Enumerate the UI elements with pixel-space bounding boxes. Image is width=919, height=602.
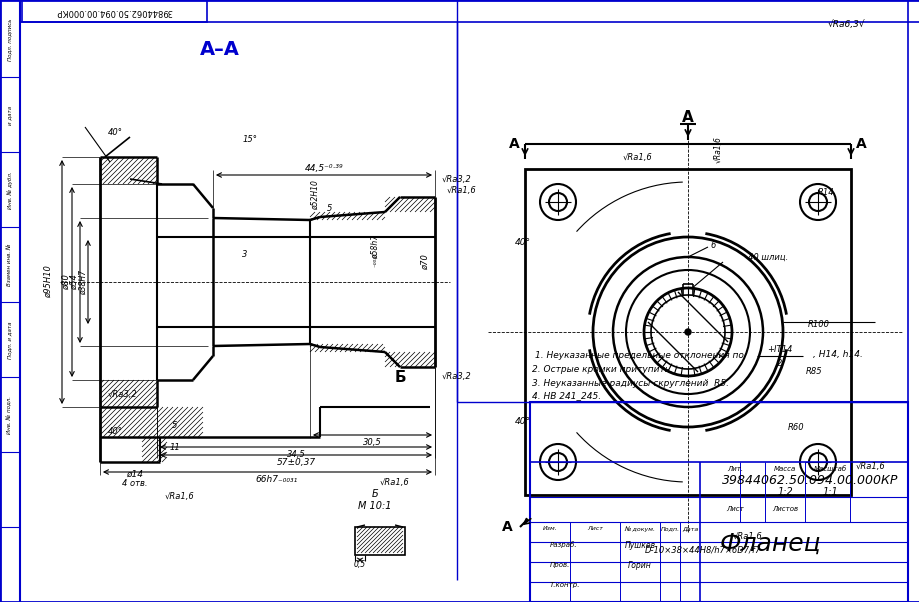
Text: √Ra1,6: √Ra1,6 (622, 152, 652, 161)
Circle shape (685, 329, 690, 335)
Text: √Ra1,6: √Ra1,6 (165, 492, 195, 501)
Text: +IT14: +IT14 (766, 346, 792, 355)
Text: Пров.: Пров. (550, 562, 570, 568)
Text: 40 шлиц.: 40 шлиц. (747, 252, 788, 261)
Text: 15°: 15° (243, 134, 257, 143)
Text: 6: 6 (709, 241, 715, 249)
Text: 57±0,37: 57±0,37 (276, 459, 315, 468)
Text: 1:2: 1:2 (777, 487, 792, 497)
Text: √Ra6,3√: √Ra6,3√ (826, 19, 864, 28)
Text: √Ra1,6: √Ra1,6 (855, 462, 885, 471)
Text: 11: 11 (169, 442, 180, 452)
Bar (22, 0, 207, 22)
Text: 40°: 40° (515, 238, 530, 246)
Text: 40°: 40° (108, 427, 122, 436)
Text: А: А (681, 110, 693, 125)
Bar (529, 402, 907, 602)
Text: √Ra3,2: √Ra3,2 (108, 391, 138, 400)
Text: М 10:1: М 10:1 (357, 501, 391, 511)
Text: Изм.: Изм. (542, 527, 557, 532)
Text: ø38H7: ø38H7 (78, 270, 87, 294)
Text: Дата: Дата (681, 527, 698, 532)
Text: ø95H10: ø95H10 (43, 265, 52, 299)
Text: D-10×38×44H8/h7×6D7/f7: D-10×38×44H8/h7×6D7/f7 (644, 545, 760, 554)
Text: Разраб.: Разраб. (550, 542, 577, 548)
Text: ₋₀₀₃₁: ₋₀₀₃₁ (371, 253, 378, 267)
Text: Инв. № дубл.: Инв. № дубл. (7, 171, 13, 209)
Text: 3. Неуказанные радиусы скруглений  R5.: 3. Неуказанные радиусы скруглений R5. (531, 379, 728, 388)
Text: R85: R85 (805, 367, 822, 376)
Text: Подп. и дата: Подп. и дата (7, 321, 13, 359)
Bar (525, 169, 850, 495)
Text: Т.контр.: Т.контр. (550, 582, 580, 588)
Text: 5: 5 (172, 421, 177, 429)
Text: Подл. подпись: Подл. подпись (7, 19, 13, 61)
Text: и дата: и дата (7, 105, 13, 125)
Text: 4 отв.: 4 отв. (122, 480, 148, 488)
Text: Листов: Листов (771, 506, 797, 512)
Text: Пушкев: Пушкев (624, 541, 655, 550)
Text: √Ra3,2: √Ra3,2 (441, 373, 471, 382)
Text: Подп.: Подп. (660, 527, 679, 532)
Text: 1. Неуказанные предельные отклонения по: 1. Неуказанные предельные отклонения по (535, 350, 743, 359)
Text: 2. Острые кромки притупить.: 2. Острые кромки притупить. (531, 365, 672, 374)
Bar (355, 527, 404, 555)
Text: √Ra1,6: √Ra1,6 (380, 477, 409, 486)
Text: № докум.: № докум. (624, 526, 654, 532)
Text: Масса: Масса (773, 466, 795, 472)
Text: 39844062.50.094.00.000КР: 39844062.50.094.00.000КР (56, 7, 172, 16)
Text: А–А: А–А (199, 40, 240, 58)
Text: ø52H10: ø52H10 (311, 180, 319, 210)
Text: ø14: ø14 (127, 470, 143, 479)
Text: √Ra1,6: √Ra1,6 (732, 533, 762, 542)
Text: , Н14, h14.: , Н14, h14. (812, 350, 862, 359)
Text: 44,5⁻⁰·³⁹: 44,5⁻⁰·³⁹ (304, 164, 343, 173)
Text: 30,5: 30,5 (362, 438, 381, 447)
Text: ø70: ø70 (420, 254, 429, 270)
Text: R100: R100 (807, 320, 829, 329)
Text: Горин: Горин (628, 560, 652, 569)
Text: 3: 3 (242, 249, 247, 258)
Text: 0,5: 0,5 (354, 560, 366, 569)
Text: 34,5: 34,5 (287, 450, 305, 459)
Text: А: А (855, 137, 866, 151)
Text: ø58h7: ø58h7 (370, 235, 380, 259)
Text: Б: Б (393, 370, 405, 385)
Text: 1:1: 1:1 (822, 487, 837, 497)
Text: А: А (502, 520, 513, 534)
Text: 4. НВ 241_245.: 4. НВ 241_245. (531, 391, 600, 400)
Text: Б: Б (371, 489, 378, 499)
Text: 66h7₋₀₀₃₁: 66h7₋₀₀₃₁ (255, 476, 298, 485)
Text: 40°: 40° (108, 128, 122, 137)
Text: Лист: Лист (725, 506, 743, 512)
Text: Лист: Лист (586, 527, 602, 532)
Text: 5: 5 (327, 203, 333, 213)
Text: Взамен инв. №: Взамен инв. № (7, 244, 13, 287)
Text: √Ra1,6: √Ra1,6 (713, 137, 721, 163)
Text: √Ra3,2: √Ra3,2 (441, 175, 471, 184)
Text: Масштаб: Масштаб (812, 466, 845, 472)
Text: 2: 2 (777, 359, 782, 367)
Text: ø54: ø54 (70, 274, 78, 290)
Text: R14: R14 (817, 187, 834, 196)
Text: √Ra1,6: √Ra1,6 (447, 185, 476, 194)
Text: 39844062.50.094.00.000КР: 39844062.50.094.00.000КР (721, 474, 897, 486)
Text: R60: R60 (788, 423, 804, 432)
Text: Инв. № подл.: Инв. № подл. (7, 396, 13, 434)
Text: ø80: ø80 (62, 274, 71, 290)
Text: Фланец: Фланец (719, 532, 820, 556)
Text: 40°: 40° (515, 418, 530, 426)
Text: Лит.: Лит. (726, 466, 743, 472)
Text: А: А (509, 137, 519, 151)
